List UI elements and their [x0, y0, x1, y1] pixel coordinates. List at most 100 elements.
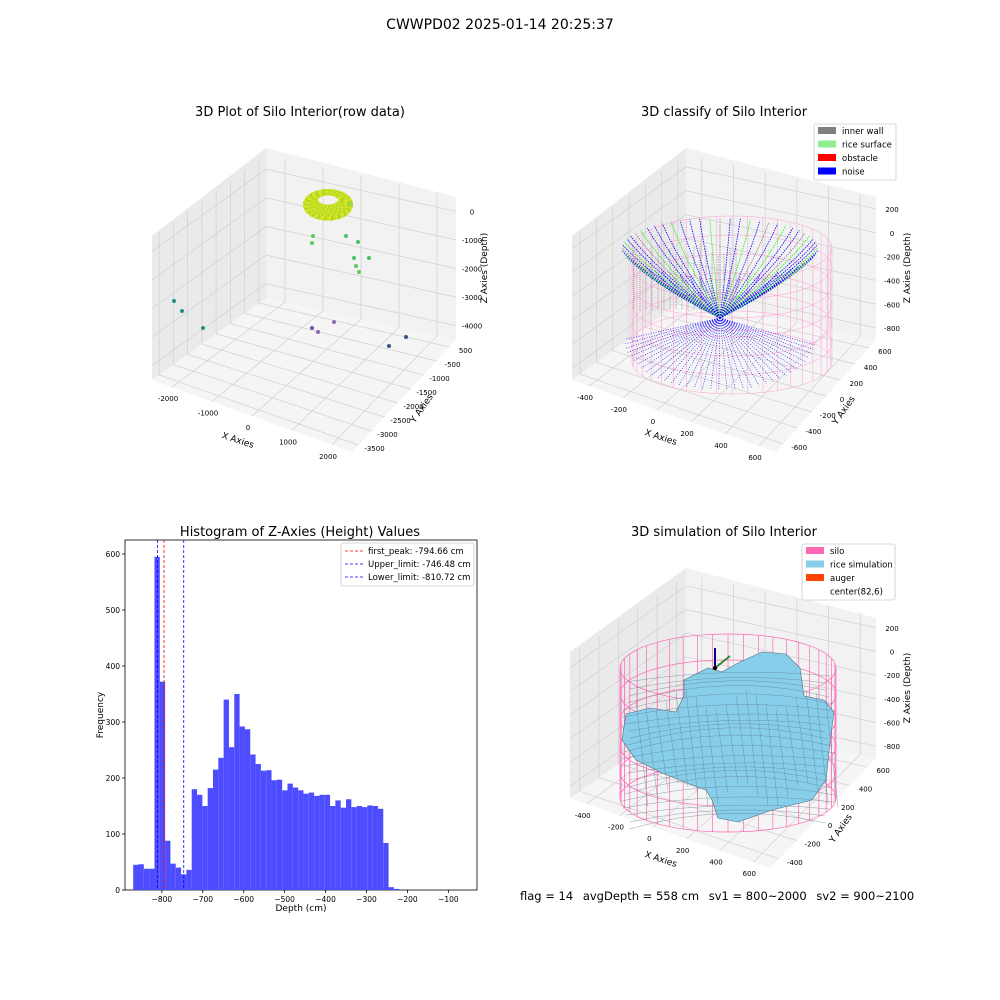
mesh-line [725, 704, 739, 785]
z-tick-label: -800 [884, 325, 900, 333]
histogram-bar [324, 794, 331, 890]
rice-surface-mesh [621, 671, 839, 830]
histogram-bar [282, 790, 288, 890]
z-tick-label: 0 [890, 649, 894, 657]
simulation-z-ticks: 200 0 -200 -400 -600 -800 [884, 625, 900, 751]
classified-curve [621, 247, 721, 319]
simulation-legend: silo rice simulation auger center(82,6) [801, 543, 896, 601]
mesh-line [623, 755, 833, 767]
histogram-bar [383, 842, 389, 890]
x-tick-label: -200 [611, 406, 627, 414]
histogram-bar [260, 770, 267, 890]
z-tick-label: -1000 [462, 237, 482, 245]
mesh-line [815, 692, 829, 803]
y-tick-label: -400 [787, 859, 803, 867]
raw-point [180, 309, 184, 313]
x-tick-label: −700 [192, 895, 213, 904]
x-tick-label: 400 [714, 442, 727, 450]
classify-legend-box [813, 123, 897, 181]
mesh-line [628, 770, 827, 788]
histogram-bar [351, 807, 357, 890]
histogram-x-label: Depth (cm) [275, 904, 326, 914]
histogram-bar [159, 681, 166, 890]
x-tick-label: -1000 [198, 410, 218, 418]
z-tick-label: -2000 [462, 266, 482, 274]
x-tick-label: 0 [246, 424, 250, 432]
x-tick-label: 200 [676, 847, 689, 855]
raw-point [367, 256, 371, 260]
x-tick-label: −600 [233, 895, 254, 904]
y-tick-label: 400 [859, 786, 872, 794]
histogram-title: Histogram of Z-Axies (Height) Values [180, 525, 420, 540]
legend-swatch [806, 574, 824, 581]
y-tick-label: -1000 [429, 375, 449, 383]
auger-marker [712, 648, 731, 671]
sv1-value: sv1 = 800~2000 [708, 889, 807, 903]
classified-curve [670, 221, 721, 319]
classified-curve [719, 230, 800, 319]
simulation-x-label: X Axies [643, 850, 678, 870]
classified-curve [709, 218, 721, 319]
mesh-line [685, 690, 699, 799]
x-tick-label: 200 [680, 430, 693, 438]
classify-z-ticks: 200 0 -200 -400 -600 -800 [884, 206, 900, 333]
legend-label: rice simulation [830, 561, 893, 571]
mesh-line [765, 704, 779, 806]
legend-swatch [818, 154, 836, 161]
mesh-line [629, 677, 826, 690]
raw-point [310, 326, 314, 330]
histogram-bar [213, 769, 219, 890]
raw-grid [151, 159, 457, 446]
classified-curve [719, 235, 810, 319]
x-tick-label: 0 [647, 835, 651, 843]
histogram-bar [191, 789, 198, 890]
classified-curve [719, 218, 731, 319]
mesh-line [622, 796, 834, 809]
classified-curve [719, 225, 786, 319]
mesh-line [629, 766, 826, 781]
footer-status: flag = 14 avgDepth = 558 cm sv1 = 800~20… [520, 889, 920, 903]
y-tick-label: -600 [791, 444, 807, 452]
y-tick-label: 200 [850, 380, 863, 388]
legend-label: inner wall [842, 127, 883, 137]
x-tick-label: −300 [356, 895, 377, 904]
histogram-bars [133, 556, 400, 890]
y-tick-label: 400 [106, 662, 121, 671]
simulation-x-ticks: -400 -200 0 200 400 600 [575, 812, 756, 878]
raw-z-ticks: 0 -1000 -2000 -3000 -4000 [462, 208, 482, 330]
y-tick-label: -500 [445, 361, 461, 369]
noise-ray [678, 317, 721, 386]
classified-curve [719, 218, 741, 319]
histogram-bar [138, 864, 144, 890]
histogram-bar [133, 864, 139, 890]
simulation-legend-box [801, 543, 896, 601]
histogram-bar [244, 729, 251, 890]
histogram-bar [319, 794, 325, 890]
mesh-line [775, 709, 789, 797]
mesh-line [624, 776, 832, 795]
classified-curve [719, 232, 806, 319]
classified-curve [689, 276, 721, 319]
histogram-bar [175, 867, 182, 890]
classified-curve [622, 244, 721, 319]
classified-curve [670, 273, 721, 319]
noise-ray [719, 317, 793, 373]
raw-point [346, 200, 353, 207]
simulation-z-label: Z Axies (Depth) [903, 653, 913, 724]
histogram-bar [393, 888, 400, 890]
z-tick-label: -600 [884, 301, 900, 309]
histogram-bar [292, 787, 299, 890]
raw-y-ticks: 500 -500 -1000 -1500 -2000 -2500 -3000 -3500 [364, 347, 472, 453]
legend-label: first_peak: -794.66 cm [368, 547, 464, 557]
raw-point [311, 234, 315, 238]
x-tick-label: -400 [577, 394, 593, 402]
raw-point [316, 330, 320, 334]
noise-ray [719, 317, 798, 370]
mesh-line [825, 701, 839, 807]
simulation-y-ticks: 600 400 200 0 -200 -400 [787, 767, 890, 867]
raw-x-label: X Axies [220, 431, 255, 451]
raw-panel-title: 3D Plot of Silo Interior(row data) [195, 105, 405, 120]
histogram-x-ticks: −800 −700 −600 −500 −400 −300 −200 −100 [152, 890, 459, 904]
histogram-bar [372, 806, 378, 890]
mesh-line [626, 804, 830, 816]
